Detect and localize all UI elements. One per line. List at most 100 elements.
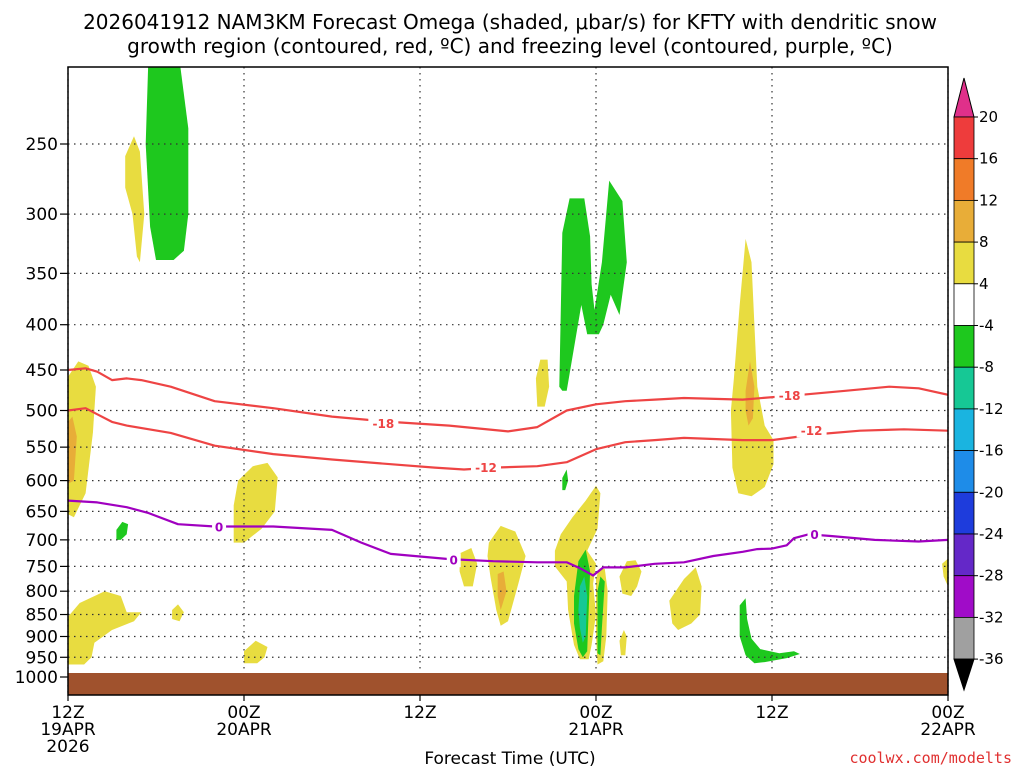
contour-label-5: -12 (801, 424, 823, 438)
omega-region-28 (942, 558, 948, 587)
y-tick-label-800: 800 (26, 582, 58, 602)
y-tick-label-550: 550 (26, 438, 58, 458)
x-tick-label-4-0: 12Z (755, 703, 788, 723)
y-tick-label-450: 450 (26, 361, 58, 381)
y-tick-label-300: 300 (26, 205, 58, 225)
colorbar-label-5: -4 (979, 317, 994, 335)
omega-region-5 (68, 416, 77, 484)
colorbar-cell-4 (953, 241, 975, 285)
colorbar-label-9: -20 (979, 483, 1004, 501)
contour-label-2: 0 (215, 521, 223, 535)
contour-label-0: -18 (372, 417, 394, 431)
y-tick-label-850: 850 (26, 606, 58, 626)
omega-region-10 (244, 640, 268, 664)
contour-label-bg-4 (774, 388, 805, 403)
omega-region-13 (487, 525, 526, 626)
x-tick-label-5-0: 00Z (931, 703, 964, 723)
contour-label-1: -12 (475, 461, 497, 475)
chart-title-line1: 2026041912 NAM3KM Forecast Omega (shaded… (83, 10, 937, 34)
y-tick-label-1000: 1000 (15, 668, 58, 688)
chart-title-line2: growth region (contoured, red, ºC) and f… (127, 34, 893, 58)
colorbar-cell-12 (953, 575, 975, 618)
omega-region-12 (559, 180, 627, 391)
colorbar-cell-9 (953, 450, 975, 493)
omega-region-14 (497, 571, 507, 610)
contour-label-bg-0 (368, 416, 399, 431)
x-tick-label-1-0: 00Z (227, 703, 260, 723)
x-axis-label: Forecast Time (UTC) (424, 749, 595, 768)
omega-region-3 (125, 136, 145, 263)
y-tick-label-600: 600 (26, 472, 58, 492)
colorbar-cell-2 (953, 158, 975, 201)
x-tick-label-0-0: 12Z (51, 703, 84, 723)
y-tick-label-400: 400 (26, 316, 58, 336)
omega-shading-layer (68, 67, 948, 665)
contour-label-bg-5 (796, 423, 827, 438)
omega-region-24 (669, 567, 702, 630)
omega-region-2 (145, 67, 189, 260)
omega-region-26 (745, 361, 755, 426)
contour-layer: -18 -12 0 0 -18 -12 0 (68, 367, 948, 577)
colorbar-label-13: -36 (979, 650, 1004, 668)
y-axis: 2503003504004505005506006507007508008509… (15, 135, 68, 688)
colorbar-cell-10 (953, 491, 975, 535)
x-tick-label-5-1: 22APR (920, 720, 976, 740)
contour-label-6: 0 (810, 528, 818, 542)
contour-label-4: -18 (779, 389, 801, 403)
omega-region-27 (739, 598, 800, 664)
y-tick-label-750: 750 (26, 557, 58, 577)
colorbar-label-3: 8 (979, 233, 989, 251)
y-tick-label-950: 950 (26, 648, 58, 668)
colorbar-label-6: -8 (979, 358, 994, 376)
colorbar-label-7: -12 (979, 400, 1004, 418)
contour-label-bg-1 (471, 460, 501, 475)
x-tick-label-1-1: 20APR (216, 720, 272, 740)
omega-region-7 (233, 462, 278, 543)
ground-surface (68, 673, 948, 695)
y-tick-label-900: 900 (26, 627, 58, 647)
colorbar-cell-1 (953, 116, 975, 160)
colorbar-cell-6 (953, 325, 975, 368)
colorbar-label-0: 20 (979, 108, 998, 126)
colorbar-label-8: -16 (979, 442, 1004, 460)
contour-label-bg-6 (807, 527, 822, 542)
colorbar-label-11: -28 (979, 567, 1004, 585)
omega-region-4 (68, 361, 96, 518)
omega-region-11 (535, 359, 550, 407)
plot-frame (67, 66, 949, 696)
colorbar-cell-7 (953, 366, 975, 410)
x-tick-label-0-1: 19APR (40, 720, 96, 740)
omega-region-22 (619, 560, 642, 596)
y-tick-label-500: 500 (26, 402, 58, 422)
colorbar-cell-3 (953, 199, 975, 243)
y-tick-label-700: 700 (26, 531, 58, 551)
credit-text: coolwx.com/modelts (849, 749, 1012, 767)
contour-label-bg-3 (446, 553, 461, 568)
omega-region-15 (459, 548, 478, 587)
colorbar: 20 16 12 8 4 -4 -8 -12 -16 -20 -24 -28 -32 -36 (953, 77, 1004, 692)
colorbar-label-12: -32 (979, 608, 1004, 626)
x-tick-label-3-1: 21APR (568, 720, 624, 740)
colorbar-cell-13 (953, 617, 975, 660)
omega-region-9 (172, 604, 184, 622)
y-tick-label-650: 650 (26, 502, 58, 522)
colorbar-bottom-arrow (953, 658, 975, 692)
x-tick-label-3-0: 00Z (579, 703, 612, 723)
colorbar-label-10: -24 (979, 525, 1004, 543)
x-tick-label-0-2: 2026 (46, 737, 89, 757)
colorbar-cell-11 (953, 533, 975, 577)
omega-region-21 (597, 576, 605, 656)
omega-region-16 (562, 469, 569, 491)
colorbar-top-arrow (953, 77, 975, 118)
colorbar-label-4: 4 (979, 275, 989, 293)
colorbar-cell-8 (953, 408, 975, 451)
colorbar-cell-5 (953, 283, 975, 326)
plot-area: -18 -12 0 0 -18 -12 0 (67, 66, 949, 696)
contour-label-bg-2 (212, 520, 227, 535)
colorbar-label-2: 12 (979, 191, 998, 209)
omega-region-19 (578, 576, 588, 643)
colorbar-label-1: 16 (979, 150, 998, 168)
omega-region-8 (68, 591, 142, 665)
